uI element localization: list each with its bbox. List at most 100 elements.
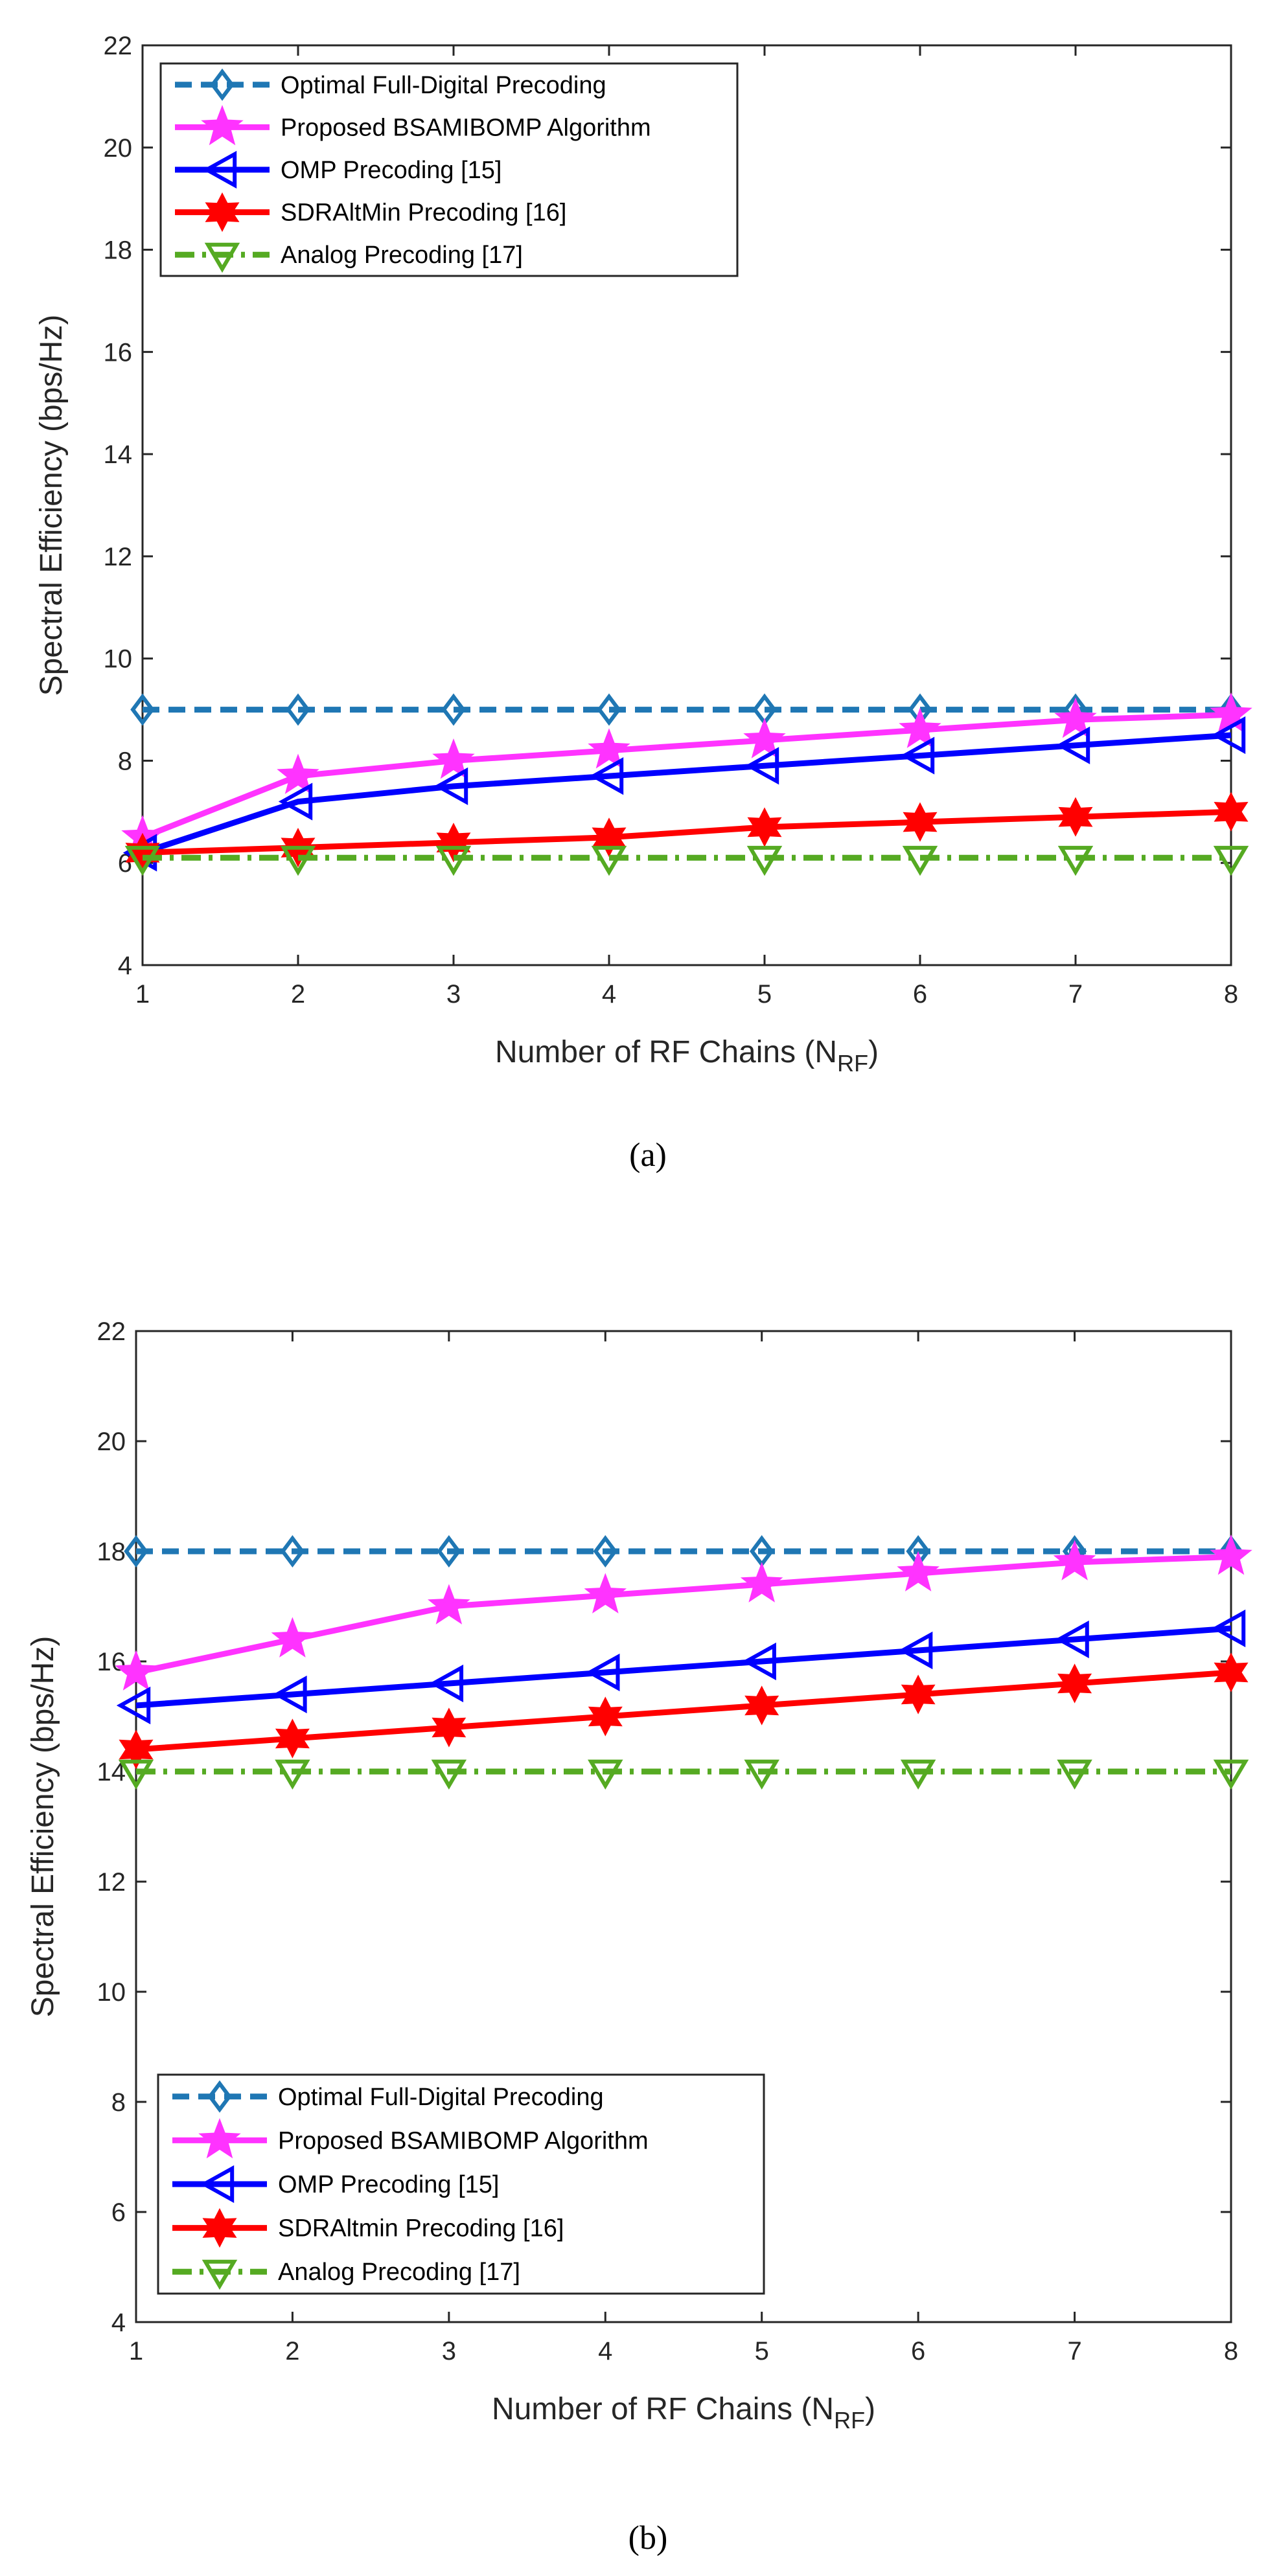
series-3-point (1214, 792, 1249, 832)
x-tick-label: 4 (602, 980, 616, 1009)
series-4-point (118, 1759, 154, 1790)
series-3 (125, 792, 1249, 872)
legend-marker (205, 192, 240, 233)
x-tick-label: 2 (285, 2337, 299, 2365)
series-1-point (899, 707, 941, 748)
series-2-point (429, 1664, 464, 1703)
series-1 (121, 692, 1252, 856)
x-axis-label: Number of RF Chains (NRF) (492, 2392, 875, 2434)
x-axis-label-subscript: RF (834, 2407, 865, 2434)
y-tick-label: 14 (104, 440, 133, 469)
series-0-point (593, 1535, 618, 1567)
legend-item: Proposed BSAMIBOMP Algorithm (175, 104, 651, 146)
series-3-point (588, 1696, 623, 1737)
series-4 (124, 845, 1249, 876)
series-0-point (441, 693, 466, 726)
series-3-point (592, 817, 627, 858)
legend-label: Proposed BSAMIBOMP Algorithm (278, 2127, 649, 2154)
series-2-line (135, 1625, 1232, 1709)
series-2-point (278, 782, 313, 821)
legend-marker (198, 2117, 241, 2159)
series-3-line (135, 1669, 1232, 1753)
series-4-point (431, 1759, 467, 1790)
series-3-line (142, 808, 1232, 856)
series-3-point (275, 1718, 310, 1759)
series-4-point (124, 845, 161, 876)
series-3-point (903, 802, 938, 842)
x-tick-label: 6 (911, 2337, 925, 2365)
legend-item: Analog Precoding [17] (175, 242, 523, 273)
legend-item: Optimal Full-Digital Precoding (175, 68, 606, 101)
y-axis-label: Spectral Efficiency (bps/Hz) (34, 315, 69, 696)
legend-label: Optimal Full-Digital Precoding (278, 2084, 604, 2111)
series-4-point (1213, 845, 1249, 876)
legend-item: Proposed BSAMIBOMP Algorithm (172, 2117, 649, 2159)
series-4-point (902, 845, 938, 876)
series-3 (119, 1652, 1249, 1770)
series-4-point (1057, 1759, 1092, 1790)
series-4-point (744, 1759, 779, 1790)
series-4-point (591, 845, 627, 876)
series-3-point (119, 1729, 154, 1770)
series-3-point (747, 807, 782, 847)
series-1-point (1054, 697, 1097, 738)
series-2-point (586, 1653, 620, 1692)
series-4-point (1057, 845, 1094, 876)
series-1-point (740, 1562, 783, 1602)
x-axis-label-main: Number of RF Chains (N (492, 2392, 834, 2426)
series-2 (116, 1609, 1246, 1725)
legend-marker (202, 2208, 237, 2248)
legend-marker (207, 2080, 232, 2113)
caption-a: (a) (629, 1137, 667, 1174)
series-3-point (901, 1674, 936, 1715)
y-tick-label: 10 (97, 1978, 126, 2007)
series-3-point (744, 1685, 779, 1726)
series-1-line (135, 1554, 1232, 1676)
legend-marker (200, 2165, 235, 2204)
series-1-point (1210, 692, 1252, 733)
legend-item: Optimal Full-Digital Precoding (172, 2080, 604, 2113)
series-2-point (744, 747, 779, 785)
legend-item: Analog Precoding [17] (172, 2259, 520, 2290)
series-4-point (435, 845, 472, 876)
legend-label: OMP Precoding [15] (278, 2171, 499, 2198)
series-1-point (584, 1573, 627, 1613)
series-0-point (286, 693, 310, 726)
legend-item: OMP Precoding [15] (172, 2165, 499, 2204)
legend-item: SDRAltMin Precoding [16] (175, 192, 566, 233)
x-tick-label: 2 (291, 980, 305, 1009)
legend-label: SDRAltMin Precoding [16] (281, 199, 566, 227)
series-1-point (1053, 1540, 1096, 1580)
y-tick-label: 16 (97, 1648, 126, 1676)
series-2-point (900, 736, 935, 775)
caption-b: (b) (628, 2520, 668, 2557)
y-tick-label: 12 (104, 543, 133, 571)
series-3-point (1214, 1652, 1249, 1693)
legend-marker (210, 68, 235, 101)
y-tick-label: 4 (118, 952, 132, 980)
series-4-point (275, 1759, 310, 1790)
y-tick-label: 22 (97, 1317, 126, 1346)
legend-item: OMP Precoding [15] (175, 150, 501, 189)
y-tick-label: 22 (104, 32, 133, 60)
legend-label: Analog Precoding [17] (281, 242, 523, 269)
series-3-point (432, 1707, 467, 1748)
legend-label: Analog Precoding [17] (278, 2259, 520, 2286)
x-axis-label-close: ) (868, 1035, 879, 1069)
y-tick-label: 8 (111, 2088, 126, 2117)
series-1-point (432, 738, 475, 779)
y-tick-label: 16 (104, 338, 133, 367)
series-1-point (588, 728, 630, 769)
legend: Optimal Full-Digital Precoding Proposed B… (159, 62, 739, 277)
y-axis-label: Spectral Efficiency (bps/Hz) (26, 1636, 60, 2018)
x-tick-label: 1 (135, 980, 150, 1009)
y-tick-label: 10 (104, 645, 133, 674)
series-1-point (277, 753, 319, 794)
series-2-point (116, 1686, 151, 1725)
y-tick-label: 4 (111, 2308, 126, 2337)
series-2-point (742, 1642, 776, 1681)
y-tick-label: 12 (97, 1868, 126, 1897)
series-2-point (589, 757, 624, 795)
